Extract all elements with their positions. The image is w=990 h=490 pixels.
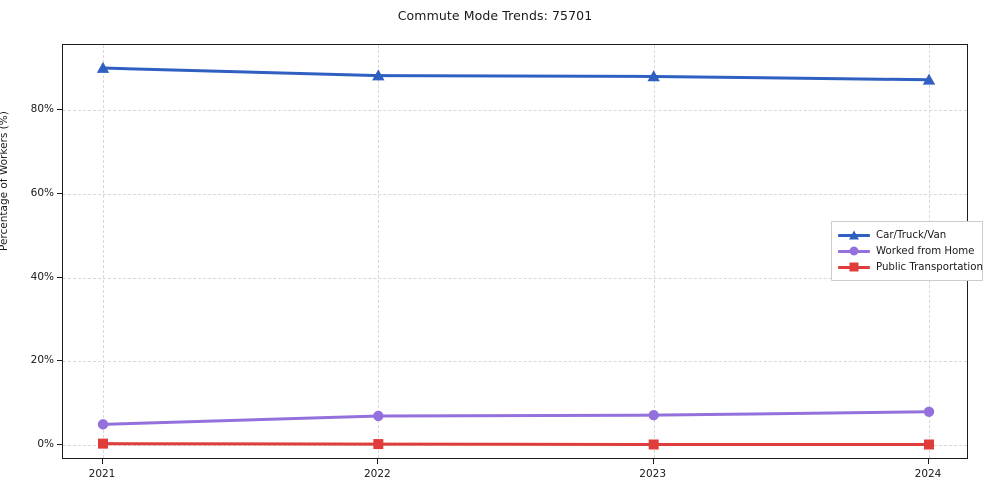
y-axis-tick-mark	[57, 360, 62, 362]
plot-area	[62, 44, 968, 459]
gridline-horizontal	[63, 109, 967, 111]
y-axis-tick-label: 20%	[30, 354, 54, 367]
legend-item[interactable]: Worked from Home	[837, 243, 976, 259]
y-axis-tick-label: 40%	[30, 270, 54, 283]
data-point-marker	[647, 70, 660, 82]
data-point-marker	[372, 69, 385, 81]
data-point-marker	[98, 438, 108, 449]
data-point-marker	[648, 439, 659, 450]
gridline-vertical	[103, 45, 104, 458]
gridline-vertical	[378, 45, 380, 458]
gridline-horizontal	[63, 277, 967, 279]
data-point-marker	[922, 73, 936, 85]
series-layer	[96, 61, 936, 450]
series-public-transportation	[98, 438, 934, 450]
y-axis-tick-label: 60%	[30, 186, 54, 199]
data-point-marker	[373, 410, 384, 422]
y-axis-tick-mark	[57, 444, 62, 446]
y-axis-label-text: Percentage of Workers (%)	[0, 111, 10, 251]
gridline-horizontal	[63, 361, 967, 363]
data-point-marker	[373, 439, 384, 450]
series-car-truck-van	[96, 61, 936, 85]
y-axis-tick-mark	[57, 276, 62, 278]
x-axis-tick-mark	[652, 459, 654, 464]
legend-marker-square-icon	[849, 262, 859, 272]
data-point-marker	[924, 439, 934, 450]
gridline-horizontal	[63, 445, 967, 447]
y-axis-tick-mark	[57, 192, 62, 194]
chart-legend[interactable]: Car/Truck/Van Worked from Home Public Tran…	[831, 221, 983, 281]
y-axis-tick-label: 0%	[37, 438, 54, 451]
data-point-marker	[97, 419, 109, 430]
data-point-marker	[923, 406, 935, 417]
series-line	[101, 442, 931, 446]
legend-item[interactable]: Public Transportation	[837, 259, 983, 275]
x-axis-tick-mark	[377, 459, 379, 464]
legend-swatch	[837, 260, 871, 274]
y-axis-tick-label: 80%	[30, 102, 54, 115]
x-axis-tick-label: 2023	[639, 468, 667, 480]
gridline-horizontal	[63, 193, 967, 195]
data-point-marker	[648, 409, 659, 421]
x-axis-tick-label: 2022	[363, 468, 391, 480]
series-line	[101, 66, 931, 82]
legend-item[interactable]: Car/Truck/Van	[837, 227, 976, 243]
gridline-vertical	[653, 45, 655, 458]
series-worked-from-home	[97, 406, 935, 430]
x-axis-tick-mark	[102, 459, 103, 464]
legend-marker-triangle-up-icon	[849, 230, 859, 240]
series-line	[101, 410, 931, 426]
x-axis-tick-label: 2021	[88, 468, 116, 480]
y-axis-tick-mark	[57, 108, 62, 110]
x-axis-tick-mark	[928, 459, 929, 464]
data-point-marker	[96, 61, 110, 73]
legend-label: Public Transportation	[876, 261, 983, 273]
x-axis-tick-label: 2024	[914, 468, 942, 480]
chart-title: Commute Mode Trends: 75701	[397, 8, 593, 23]
legend-marker-circle-icon	[849, 246, 859, 256]
legend-swatch	[837, 228, 871, 242]
legend-label: Worked from Home	[876, 245, 975, 257]
legend-swatch	[837, 244, 871, 258]
legend-label: Car/Truck/Van	[876, 229, 947, 241]
